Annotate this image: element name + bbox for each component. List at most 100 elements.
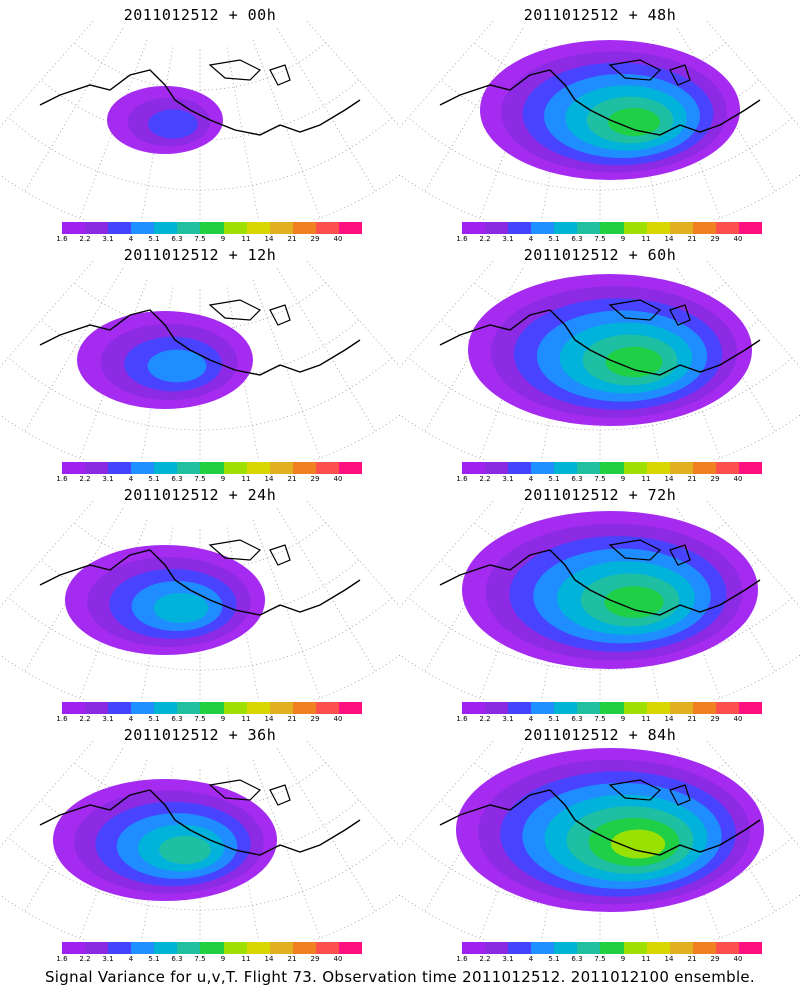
colorbar-swatch [600, 942, 624, 954]
latitude-circle [407, 837, 793, 911]
colorbar-label: 2.2 [479, 475, 491, 483]
colorbar-labels: 1.6 2.2 3.1 4 5.1 6.3 7.5 9 11 14 21 29 40 [450, 235, 770, 245]
colorbar-swatch [200, 222, 224, 234]
colorbar-swatch [223, 222, 247, 234]
colorbar-label: 3.1 [102, 475, 114, 483]
colorbar-swatch [269, 942, 293, 954]
colorbar-swatch [508, 462, 532, 474]
polar-map [0, 20, 400, 220]
colorbar-label: 7.5 [194, 955, 206, 963]
colorbar-swatch [338, 702, 363, 714]
colorbar-swatch [62, 222, 86, 234]
latitude-circle [407, 597, 793, 671]
colorbar-swatch [669, 462, 693, 474]
colorbar-label: 14 [664, 715, 674, 723]
colorbar-swatch [531, 702, 555, 714]
colorbar-swatch [692, 462, 716, 474]
colorbar-swatch [715, 702, 739, 714]
colorbar-label: 9 [220, 715, 226, 723]
colorbar-label: 29 [710, 475, 720, 483]
colorbar-swatch [508, 222, 532, 234]
colorbar-label: 2.2 [79, 715, 91, 723]
colorbar-label: 1.6 [56, 235, 68, 243]
colorbar-swatch [577, 942, 601, 954]
colorbar-swatch [462, 462, 486, 474]
colorbar-swatch [131, 702, 155, 714]
meridian-line [305, 500, 400, 608]
colorbar-label: 9 [220, 955, 226, 963]
colorbar-label: 2.2 [79, 955, 91, 963]
colorbar-swatch [223, 702, 247, 714]
colorbar-label: 6.3 [171, 955, 183, 963]
colorbar-label: 4 [528, 235, 534, 243]
latitude-circle [74, 762, 326, 811]
colorbar-label: 40 [333, 475, 343, 483]
colorbar-label: 2.2 [479, 235, 491, 243]
colorbar-label: 9 [220, 235, 226, 243]
colorbar-label: 3.1 [102, 955, 114, 963]
coastline [439, 69, 761, 136]
colorbar-label: 29 [310, 475, 320, 483]
colorbar-swatch [485, 222, 509, 234]
colorbar-swatch [715, 462, 739, 474]
colorbar-label: 4 [128, 475, 134, 483]
colorbar-swatch [315, 222, 339, 234]
colorbar-label: 5.1 [148, 715, 160, 723]
arctic-islands [208, 299, 291, 326]
colorbar-swatch [577, 462, 601, 474]
colorbar [462, 942, 763, 954]
colorbar [462, 702, 763, 714]
polar-map [400, 20, 800, 220]
colorbar-labels: 1.6 2.2 3.1 4 5.1 6.3 7.5 9 11 14 21 29 40 [450, 475, 770, 485]
colorbar-label: 5.1 [148, 235, 160, 243]
colorbar-swatch [108, 942, 132, 954]
colorbar-swatch [315, 702, 339, 714]
colorbar [62, 942, 363, 954]
colorbar-swatch [715, 942, 739, 954]
colorbar-label: 40 [733, 475, 743, 483]
colorbar-swatch [85, 462, 109, 474]
map-panel: 2011012512 + 12h 1.6 2.2 3.1 4 5.1 6.3 7.5 9 11 14… [0, 240, 400, 485]
colorbar-label: 40 [733, 955, 743, 963]
latitude-circle [7, 357, 393, 431]
colorbar-swatch [554, 222, 578, 234]
colorbar-swatch [269, 702, 293, 714]
coastline [39, 789, 361, 856]
colorbar-label: 21 [687, 955, 697, 963]
colorbar-swatch [108, 222, 132, 234]
coastline [39, 309, 361, 376]
colorbar-swatch [646, 702, 670, 714]
colorbar-swatch [738, 462, 763, 474]
colorbar-label: 21 [287, 715, 297, 723]
colorbar-swatch [154, 222, 178, 234]
arctic-islands [208, 59, 291, 86]
colorbar-label: 7.5 [594, 955, 606, 963]
latitude-circle [74, 522, 326, 571]
arctic-islands [608, 539, 691, 566]
colorbar-swatch [108, 702, 132, 714]
meridian-line [305, 260, 400, 368]
colorbar-swatch [154, 702, 178, 714]
colorbar [462, 462, 763, 474]
colorbar-label: 21 [287, 235, 297, 243]
colorbar-swatch [531, 462, 555, 474]
colorbar-swatch [692, 702, 716, 714]
colorbar-label: 7.5 [594, 715, 606, 723]
colorbar-swatch [246, 462, 270, 474]
colorbar-label: 4 [128, 955, 134, 963]
colorbar-swatch [269, 462, 293, 474]
colorbar-swatch [646, 222, 670, 234]
map-panel: 2011012512 + 60h 1.6 2.2 3.1 4 5.1 6.3 7.5 9 11 14… [400, 240, 800, 485]
colorbar [462, 222, 763, 234]
colorbar-swatch [200, 942, 224, 954]
colorbar-swatch [623, 222, 647, 234]
colorbar-swatch [292, 702, 316, 714]
map-panel: 2011012512 + 72h 1.6 2.2 3.1 4 5.1 6.3 7.5 9 11 14… [400, 480, 800, 725]
colorbar-label: 40 [733, 715, 743, 723]
colorbar-swatch [62, 702, 86, 714]
colorbar-label: 14 [264, 475, 274, 483]
colorbar-swatch [577, 222, 601, 234]
colorbar-swatch [85, 222, 109, 234]
polar-map [400, 260, 800, 460]
polar-map [400, 740, 800, 940]
